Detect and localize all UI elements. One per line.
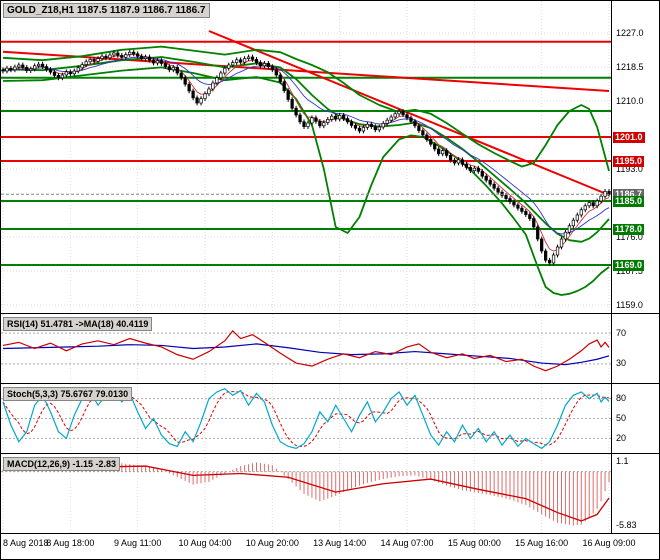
time-axis-label: 13 Aug 14:00 bbox=[313, 538, 367, 548]
grid-lines bbox=[2, 314, 610, 383]
price-tick: 1227.0 bbox=[616, 27, 644, 38]
main-chart-panel[interactable] bbox=[1, 1, 611, 313]
price-axis-separator bbox=[611, 1, 612, 533]
stochastic-panel[interactable] bbox=[1, 384, 611, 453]
rsi-axis-tick: 70 bbox=[616, 327, 627, 338]
resistance-badge: 1195.0 bbox=[613, 155, 645, 167]
rsi-ma-line bbox=[2, 343, 610, 366]
panel-separator bbox=[1, 533, 659, 534]
time-axis-label: 10 Aug 04:00 bbox=[178, 538, 232, 548]
bollinger-bands bbox=[2, 45, 610, 296]
panel-separator bbox=[1, 313, 659, 314]
moving-averages bbox=[2, 53, 610, 252]
price-tick: 1210.0 bbox=[616, 95, 644, 106]
time-axis-label: 8 Aug 18:00 bbox=[46, 538, 95, 548]
panel-separator bbox=[1, 383, 659, 384]
stochastic-indicator-label: Stoch(5,3,3) 75.6767 79.0130 bbox=[3, 387, 133, 401]
time-axis-label: 9 Aug 11:00 bbox=[113, 538, 162, 548]
macd-axis-tick: -5.83 bbox=[616, 520, 637, 531]
support-badge: 1169.0 bbox=[613, 259, 645, 271]
support-badge: 1185.0 bbox=[613, 195, 645, 207]
trendlines bbox=[2, 30, 610, 196]
support-badge: 1178.0 bbox=[613, 223, 645, 235]
time-axis-label: 16 Aug 09:00 bbox=[582, 538, 636, 548]
macd-axis-tick: 1.1 bbox=[616, 455, 629, 466]
rsi-indicator-label: RSI(14) 51.4781 ->MA(18) 40.4119 bbox=[3, 317, 153, 331]
price-tick: 1218.5 bbox=[616, 61, 644, 72]
stoch-axis-tick: 20 bbox=[616, 432, 627, 443]
macd-signal-line bbox=[2, 465, 610, 522]
candlestick-series bbox=[1, 49, 611, 266]
time-axis-label: 14 Aug 07:00 bbox=[380, 538, 434, 548]
support-resistance-lines bbox=[1, 40, 611, 266]
current-price-badge: 1186.7 bbox=[613, 188, 645, 200]
time-axis-label: 15 Aug 16:00 bbox=[515, 538, 569, 548]
price-tick: 1159.0 bbox=[616, 299, 643, 310]
macd-indicator-label: MACD(12,26,9) -1.15 -2.83 bbox=[3, 457, 121, 471]
time-axis-label: 10 Aug 20:00 bbox=[245, 538, 299, 548]
price-tick: 1167.5 bbox=[616, 265, 643, 276]
grid-lines bbox=[2, 384, 610, 453]
resistance-badge: 1201.0 bbox=[613, 131, 645, 143]
time-axis[interactable]: 8 Aug 2018 8 Aug 18:00 9 Aug 11:00 10 Aug 0… bbox=[1, 534, 659, 559]
rsi-axis-tick: 30 bbox=[616, 358, 627, 369]
price-tick: 1193.0 bbox=[616, 163, 643, 174]
time-axis-label: 15 Aug 00:00 bbox=[447, 538, 501, 548]
rsi-panel[interactable] bbox=[1, 314, 611, 383]
rsi-levels bbox=[1, 332, 611, 365]
rsi-line bbox=[2, 329, 610, 372]
grid-lines bbox=[1, 1, 611, 313]
chart-title: GOLD_Z18,H1 1187.5 1187.9 1186.7 1186.7 bbox=[3, 3, 210, 18]
price-tick: 1176.0 bbox=[616, 231, 643, 242]
time-axis-label: 8 Aug 2018 bbox=[3, 538, 49, 548]
stoch-levels bbox=[1, 398, 611, 439]
stoch-axis-tick: 80 bbox=[616, 393, 627, 404]
stoch-axis-tick: 50 bbox=[616, 413, 627, 423]
panel-separator bbox=[1, 453, 659, 454]
